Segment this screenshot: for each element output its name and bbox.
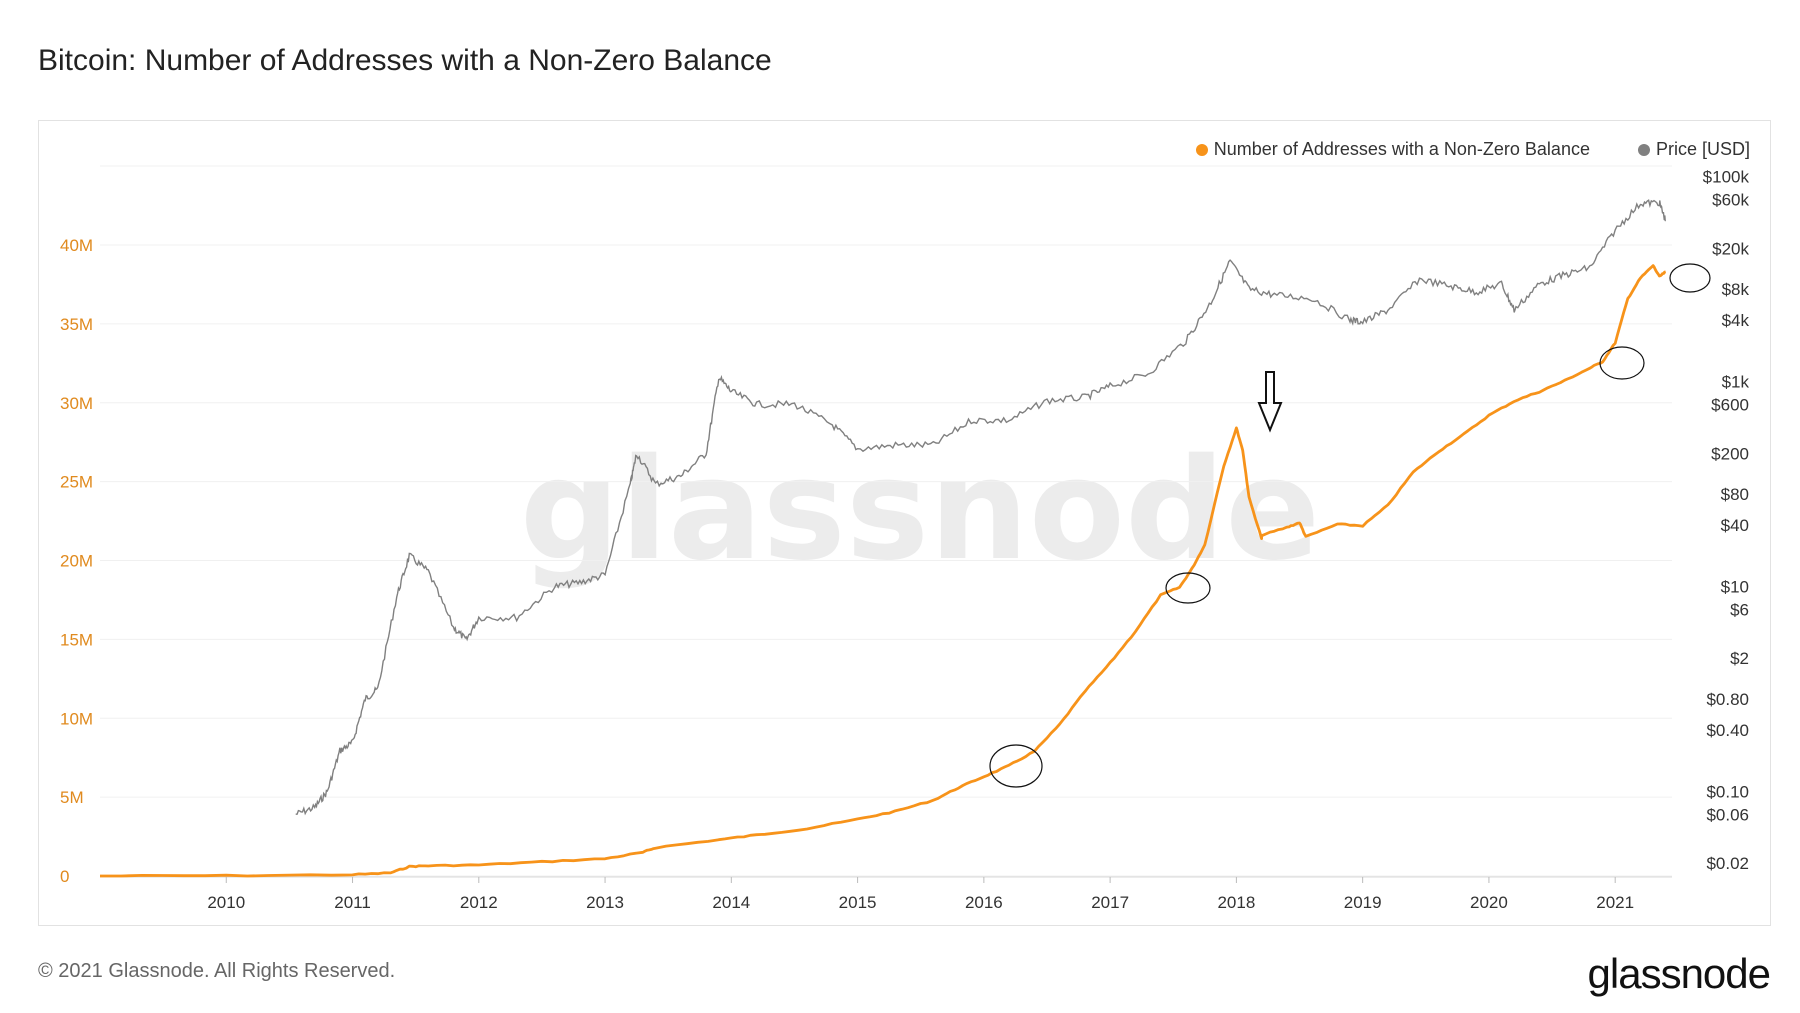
y-right-tick-label: $2 [1730,649,1749,668]
x-tick-label: 2018 [1217,893,1255,912]
y-left-tick-label: 25M [60,473,93,492]
y-right-tick-label: $8k [1722,280,1750,299]
y-right-tick-label: $0.10 [1706,783,1749,802]
y-right-tick-label: $0.02 [1706,854,1749,873]
y-right-tick-label: $600 [1711,395,1749,414]
y-right-tick-label: $1k [1722,373,1750,392]
y-right-tick-label: $20k [1712,239,1749,258]
y-left-tick-label: 0 [60,867,69,886]
annotation-circle [1669,263,1711,293]
x-tick-label: 2019 [1344,893,1382,912]
x-tick-label: 2016 [965,893,1003,912]
x-tick-label: 2014 [712,893,750,912]
annotation-circle [1599,346,1645,380]
y-left-tick-label: 30M [60,394,93,413]
y-left-tick-label: 10M [60,709,93,728]
series-line-addresses [100,264,1667,878]
y-right-tick-label: $80 [1721,485,1749,504]
x-tick-label: 2013 [586,893,624,912]
y-left-tick-label: 15M [60,630,93,649]
x-tick-label: 2020 [1470,893,1508,912]
y-right-tick-label: $0.40 [1706,721,1749,740]
legend-label-price: Price [USD] [1655,139,1750,159]
x-tick-label: 2015 [839,893,877,912]
annotation-circle [1165,572,1211,604]
x-tick-label: 2021 [1596,893,1634,912]
y-right-tick-label: $6 [1730,600,1749,619]
x-tick-label: 2017 [1091,893,1129,912]
y-right-tick-label: $200 [1711,444,1749,463]
y-right-tick-label: $10 [1721,578,1749,597]
brand-logo: glassnode [1587,950,1771,997]
y-left-tick-label: 5M [60,788,84,807]
legend-item-addresses[interactable]: Number of Addresses with a Non-Zero Bala… [1195,139,1590,160]
annotation-circle [989,744,1043,788]
copyright-text: © 2021 Glassnode. All Rights Reserved. [38,960,396,982]
series-line-price [295,199,1667,816]
y-right-tick-label: $60k [1712,190,1749,209]
y-left-tick-label: 20M [60,552,93,571]
page-title: Bitcoin: Number of Addresses with a Non-… [38,44,772,77]
x-tick-label: 2010 [207,893,245,912]
y-left-tick-label: 40M [60,236,93,255]
y-right-tick-label: $100k [1703,168,1750,187]
legend-label-addresses: Number of Addresses with a Non-Zero Bala… [1213,139,1590,159]
y-right-tick-label: $0.06 [1706,805,1749,824]
x-tick-label: 2011 [334,893,371,912]
chart-frame [38,120,1771,926]
y-right-tick-label: $0.80 [1706,690,1749,709]
watermark-text: glassnode [520,429,1320,592]
y-left-tick-label: 35M [60,315,93,334]
legend: Number of Addresses with a Non-Zero Bala… [1195,139,1750,160]
annotation-down-arrow-icon [1257,371,1283,433]
legend-item-price[interactable]: Price [USD] [1637,139,1750,160]
legend-dot-addresses-icon [1195,143,1208,156]
y-right-tick-label: $40 [1721,516,1749,535]
legend-dot-price-icon [1637,143,1650,156]
y-right-tick-label: $4k [1722,311,1750,330]
x-tick-label: 2012 [460,893,498,912]
